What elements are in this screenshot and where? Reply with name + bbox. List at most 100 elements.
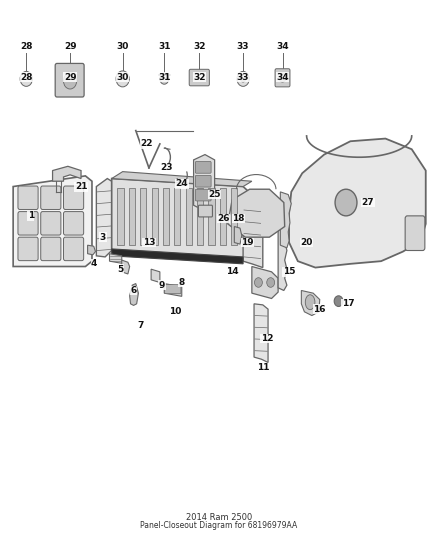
Bar (208, 188, 215, 245)
Text: 29: 29 (64, 43, 76, 51)
FancyBboxPatch shape (18, 186, 38, 209)
Polygon shape (130, 284, 138, 305)
Circle shape (116, 71, 129, 87)
Text: 8: 8 (179, 278, 185, 287)
FancyBboxPatch shape (41, 186, 61, 209)
Polygon shape (96, 179, 112, 257)
Text: 4: 4 (91, 260, 97, 268)
Bar (220, 188, 226, 245)
Text: 15: 15 (283, 268, 295, 276)
Text: 18: 18 (233, 214, 245, 223)
Polygon shape (88, 245, 95, 255)
Text: 33: 33 (237, 73, 249, 82)
Circle shape (254, 278, 262, 287)
Text: 30: 30 (117, 73, 129, 82)
Circle shape (237, 71, 249, 86)
Polygon shape (278, 219, 288, 290)
Text: 31: 31 (158, 73, 170, 82)
FancyBboxPatch shape (195, 175, 211, 187)
Polygon shape (122, 260, 130, 274)
Polygon shape (112, 249, 243, 264)
Polygon shape (289, 139, 426, 268)
Bar (117, 188, 124, 245)
Text: 6: 6 (131, 286, 137, 295)
Polygon shape (164, 284, 182, 296)
Bar (129, 188, 135, 245)
FancyBboxPatch shape (165, 285, 181, 294)
Text: Panel-Closeout Diagram for 68196979AA: Panel-Closeout Diagram for 68196979AA (140, 521, 298, 530)
Text: 17: 17 (342, 300, 354, 308)
Polygon shape (110, 254, 122, 263)
Ellipse shape (305, 295, 315, 310)
FancyBboxPatch shape (41, 237, 61, 261)
FancyBboxPatch shape (41, 212, 61, 235)
Text: 3: 3 (100, 233, 106, 241)
Text: 34: 34 (276, 43, 289, 51)
Text: 19: 19 (241, 238, 254, 247)
Text: 16: 16 (314, 305, 326, 313)
Polygon shape (234, 227, 242, 244)
Polygon shape (301, 290, 320, 316)
Bar (152, 188, 158, 245)
Polygon shape (151, 269, 160, 282)
Text: 26: 26 (217, 214, 230, 223)
Text: 14: 14 (226, 268, 238, 276)
FancyBboxPatch shape (275, 69, 290, 87)
Text: 28: 28 (20, 43, 32, 51)
Text: 28: 28 (20, 73, 32, 82)
Text: 21: 21 (75, 182, 87, 191)
Polygon shape (13, 176, 92, 266)
FancyBboxPatch shape (405, 216, 425, 251)
Polygon shape (53, 166, 81, 181)
Polygon shape (194, 155, 215, 211)
Text: 29: 29 (64, 73, 76, 82)
Text: 13: 13 (143, 238, 155, 247)
Text: 33: 33 (237, 43, 249, 51)
Bar (186, 188, 192, 245)
FancyBboxPatch shape (64, 186, 84, 209)
Text: 1: 1 (28, 212, 34, 220)
Bar (140, 188, 146, 245)
FancyBboxPatch shape (18, 237, 38, 261)
Bar (174, 188, 180, 245)
Circle shape (20, 71, 32, 86)
Circle shape (279, 74, 286, 82)
Text: 5: 5 (117, 265, 124, 273)
Polygon shape (243, 197, 263, 268)
FancyBboxPatch shape (189, 69, 209, 86)
Circle shape (160, 74, 169, 84)
Text: 32: 32 (193, 73, 205, 82)
Text: 2014 Ram 2500: 2014 Ram 2500 (186, 513, 252, 522)
Text: 34: 34 (276, 73, 289, 82)
Circle shape (240, 76, 246, 82)
FancyBboxPatch shape (55, 63, 84, 97)
FancyBboxPatch shape (195, 161, 211, 173)
Polygon shape (228, 189, 285, 237)
FancyBboxPatch shape (18, 212, 38, 235)
Text: 9: 9 (159, 281, 165, 289)
Polygon shape (252, 266, 278, 298)
Text: 31: 31 (158, 43, 170, 51)
Polygon shape (112, 179, 252, 259)
Text: 24: 24 (176, 180, 188, 188)
Circle shape (64, 73, 77, 89)
Text: 10: 10 (169, 308, 181, 316)
FancyBboxPatch shape (64, 212, 84, 235)
Text: 32: 32 (193, 43, 205, 51)
FancyBboxPatch shape (198, 205, 212, 217)
Text: 23: 23 (160, 164, 173, 172)
Bar (231, 188, 237, 245)
Text: 22: 22 (141, 140, 153, 148)
Text: 12: 12 (261, 334, 273, 343)
Text: 30: 30 (117, 43, 129, 51)
FancyBboxPatch shape (64, 237, 84, 261)
Text: 25: 25 (208, 190, 221, 199)
Polygon shape (254, 304, 268, 362)
Circle shape (334, 296, 343, 306)
Text: 20: 20 (300, 238, 313, 247)
Text: 7: 7 (137, 321, 143, 329)
Polygon shape (280, 192, 291, 248)
Circle shape (335, 189, 357, 216)
Text: 11: 11 (257, 364, 269, 372)
Bar (197, 188, 203, 245)
